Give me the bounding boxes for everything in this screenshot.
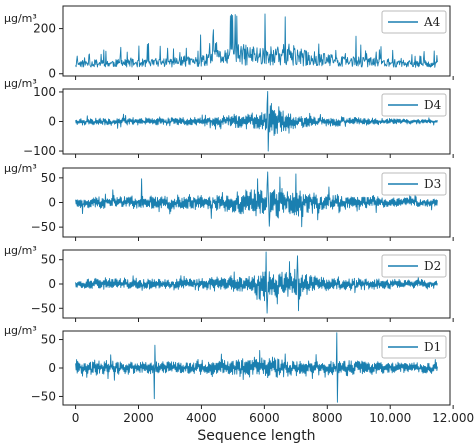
series-line-d4 [75,90,438,152]
legend: D1 [381,335,447,359]
panel-d1: −50 0 50 μg/m³ D1 0 2000 4000 6000 8000 10.000 12.0… [4,324,474,444]
y-tick-label: 100 [33,85,56,99]
legend-label: D3 [424,177,441,191]
y-tick-label: 50 [41,253,56,267]
y-tick-label: 0 [48,277,56,291]
unit-label: μg/m³ [4,162,37,175]
legend: A4 [381,10,447,34]
unit-label: μg/m³ [4,77,37,90]
axes-frame [62,330,451,406]
legend-label: D1 [424,340,441,354]
legend-label: D4 [424,98,442,112]
x-tick-label: 10.000 [369,411,411,425]
series-line-a4 [75,13,438,68]
x-tick-label: 6000 [249,411,280,425]
x-tick-label: 2000 [123,411,154,425]
axes-frame [62,249,451,319]
legend: D3 [381,172,447,196]
y-tick-label: 0 [48,115,56,129]
series-line-d3 [75,171,438,228]
y-tick-label: −50 [31,389,56,403]
legend: D4 [381,93,447,117]
panel-d2: −50 0 50 μg/m³ D2 [4,244,454,322]
y-tick-label: −100 [23,144,56,158]
axes-frame [62,88,451,155]
y-tick-label: 0 [48,361,56,375]
unit-label: μg/m³ [4,12,37,25]
y-tick-label: 200 [33,22,56,36]
x-tick-label: 12.000 [432,411,474,425]
legend: D2 [381,254,447,278]
y-tick-label: 0 [48,67,56,81]
x-axis-label: Sequence length [197,428,315,444]
y-tick-label: 50 [41,171,56,185]
axes-frame [62,167,451,238]
y-tick-label: 0 [48,196,56,210]
unit-label: μg/m³ [4,244,37,257]
y-tick-label: −50 [31,220,56,234]
legend-label: A4 [423,15,441,29]
series-line-d2 [75,251,438,314]
axes-frame [62,5,451,77]
panel-d3: −50 0 50 μg/m³ D3 [4,162,454,241]
unit-label: μg/m³ [4,324,37,337]
y-tick-label: 50 [41,333,56,347]
x-tick-label: 0 [72,411,80,425]
legend-label: D2 [424,259,441,273]
y-tick-label: −50 [31,301,56,315]
x-tick-label: 4000 [186,411,217,425]
series-line-d1 [75,332,438,403]
x-tick-label: 8000 [312,411,343,425]
